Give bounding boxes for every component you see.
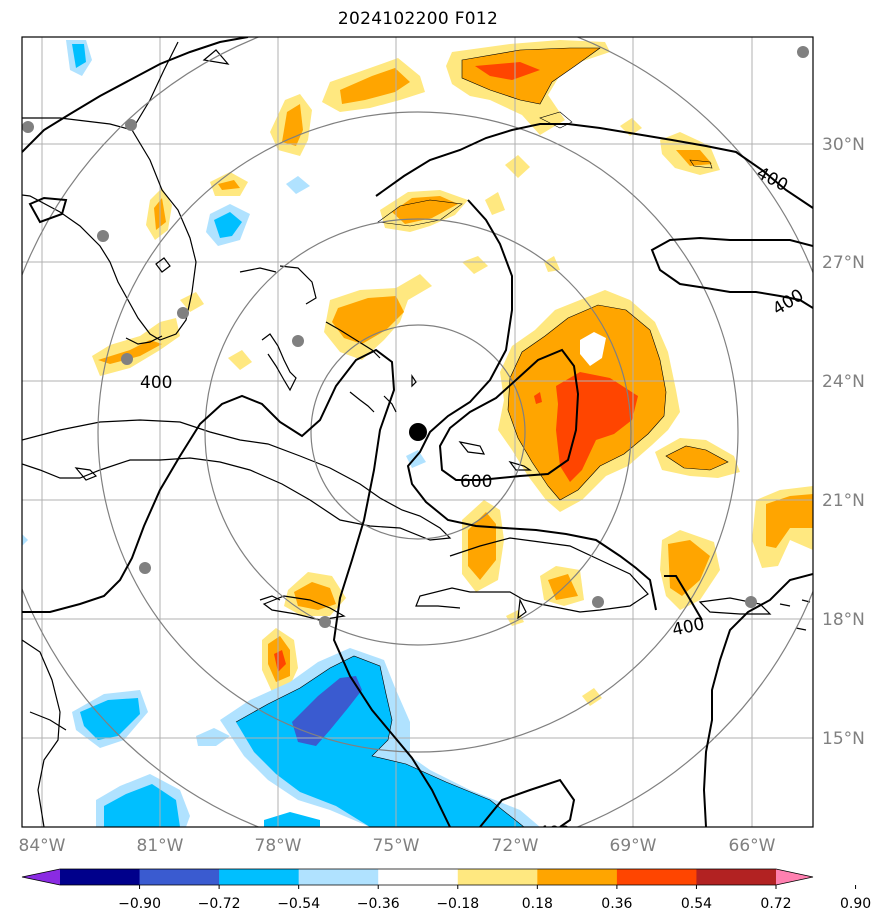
colorbar-tick-label: 0.90 — [840, 896, 871, 912]
lat-label: 15°N — [822, 729, 865, 749]
contour-label: 600 — [460, 472, 492, 492]
colorbar-swatch — [696, 869, 777, 885]
contour-label: 400 — [140, 373, 172, 393]
colorbar-tick-label: −0.54 — [277, 896, 320, 912]
colorbar-tick-label: −0.72 — [198, 896, 241, 912]
colorbar-tick-label: 0.18 — [522, 896, 553, 912]
colorbar-tick-label: 0.54 — [681, 896, 712, 912]
colorbar-tick-label: 0.36 — [601, 896, 632, 912]
lat-label: 18°N — [822, 610, 865, 630]
contour-label: 400 — [671, 614, 707, 640]
lat-lon-grid — [22, 37, 813, 827]
lon-label: 72°W — [492, 836, 539, 856]
colorbar-tick-label: −0.18 — [436, 896, 479, 912]
lon-label: 78°W — [255, 836, 302, 856]
contour-label: 400 — [538, 823, 570, 843]
map-frame — [21, 36, 814, 828]
lon-label: 81°W — [137, 836, 184, 856]
colorbar-outline — [21, 868, 814, 886]
latitude-labels: 30°N 27°N 24°N 21°N 18°N 15°N — [822, 135, 865, 749]
lat-label: 27°N — [822, 253, 865, 273]
lon-label: 69°W — [610, 836, 657, 856]
colorbar-tick-label: −0.90 — [118, 896, 161, 912]
colorbar-swatch — [298, 869, 379, 885]
shading-outlines — [235, 47, 729, 827]
colorbar-swatch — [219, 869, 300, 885]
longitude-labels: 84°W 81°W 78°W 75°W 72°W 69°W 66°W — [19, 836, 776, 856]
colorbar-swatch — [616, 869, 697, 885]
lat-label: 24°N — [822, 372, 865, 392]
lon-label: 66°W — [729, 836, 776, 856]
colorbar-swatch — [139, 869, 220, 885]
range-rings — [22, 37, 813, 827]
coastlines — [22, 41, 811, 827]
colorbar-extend-low — [22, 869, 60, 885]
colorbar-swatch — [457, 869, 538, 885]
colorbar-extend-high — [776, 869, 813, 885]
shaded-field-negative — [22, 40, 540, 827]
contour-label: 400 — [769, 285, 807, 319]
colorbar: −0.90 −0.72 −0.54 −0.36 −0.18 0.18 0.36 0.54 0.7… — [21, 868, 871, 912]
lat-label: 30°N — [822, 135, 865, 155]
lon-label: 75°W — [373, 836, 420, 856]
colorbar-tick-label: −0.36 — [357, 896, 400, 912]
station-dots — [22, 46, 809, 628]
colorbar-swatch — [60, 869, 141, 885]
lon-label: 84°W — [19, 836, 66, 856]
contour-label: 400 — [753, 163, 791, 196]
colorbar-tick-label: 0.72 — [760, 896, 791, 912]
colorbar-swatch — [537, 869, 618, 885]
map-title: 2024102200 F012 — [337, 9, 499, 29]
height-contours — [22, 37, 813, 827]
shaded-field — [92, 40, 813, 706]
colorbar-swatch — [378, 869, 459, 885]
lat-label: 21°N — [822, 491, 865, 511]
storm-center-marker — [409, 423, 427, 441]
